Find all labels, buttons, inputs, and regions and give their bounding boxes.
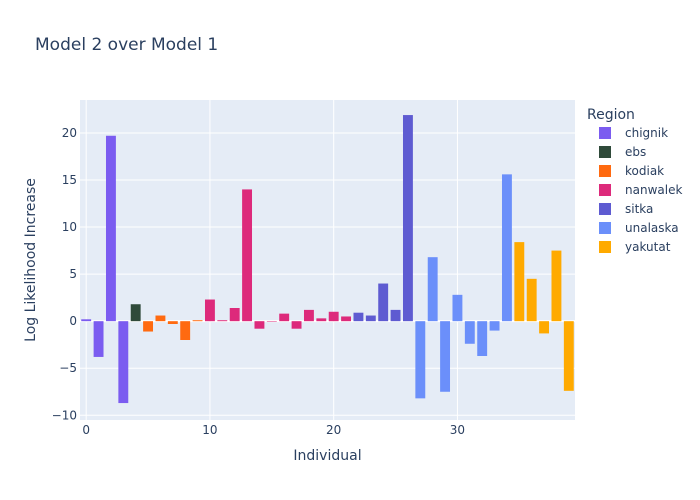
legend-label-yakutat: yakutat [625,240,671,254]
bar-sitka [390,309,401,322]
y-tick-label: −5 [59,361,77,375]
legend-swatch-nanwalek [599,184,611,196]
bar-sitka [353,312,364,322]
y-tick-labels: −10 −5 0 5 10 15 20 [52,126,77,422]
bars [81,115,574,404]
legend-label-unalaska: unalaska [625,221,679,235]
bar-unalaska [501,174,512,322]
legend-label-kodiak: kodiak [625,164,664,178]
bar-kodiak [192,320,203,322]
bar-sitka [365,315,376,322]
legend: Region chignik ebs kodiak nanwalek sitka unal… [587,107,682,254]
bar-yakutat [563,321,574,391]
legend-label-chignik: chignik [625,126,668,140]
bar-kodiak [180,321,191,340]
x-tick-label: 0 [82,423,90,437]
bar-unalaska [489,321,500,331]
legend-label-nanwalek: nanwalek [625,183,682,197]
bar-kodiak [155,315,166,322]
y-tick-label: 15 [62,173,77,187]
legend-swatch-ebs [599,146,611,158]
bar-kodiak [143,321,154,332]
y-axis-title: Log Likelihood Increase [23,178,39,342]
x-tick-labels: 0 10 20 30 [82,423,465,437]
bar-unalaska [452,294,463,322]
legend-swatch-chignik [599,127,611,139]
bar-yakutat [539,321,550,334]
bar-ebs [130,304,141,322]
y-tick-label: 5 [69,267,77,281]
x-tick-label: 20 [326,423,341,437]
bar-yakutat [514,242,525,322]
bar-sitka [378,283,389,322]
bar-yakutat [551,250,562,322]
bar-chignik [118,321,129,404]
legend-items: chignik ebs kodiak nanwalek sitka unalaska yak… [599,126,682,254]
legend-label-ebs: ebs [625,145,646,159]
chart-title: Model 2 over Model 1 [35,35,218,55]
bar-unalaska [427,257,438,322]
bar-chignik [81,319,92,322]
bar-nanwalek [204,299,215,322]
bar-nanwalek [303,309,314,322]
x-tick-label: 10 [202,423,217,437]
y-tick-label: 0 [69,314,77,328]
bar-chignik [93,321,104,357]
bar-unalaska [440,321,451,392]
x-axis-title: Individual [293,448,361,464]
bar-nanwalek [229,308,240,322]
bar-kodiak [167,321,178,324]
bar-nanwalek [316,318,327,322]
x-tick-label: 30 [450,423,465,437]
legend-swatch-yakutat [599,241,611,253]
bar-nanwalek [291,321,302,329]
legend-swatch-unalaska [599,222,611,234]
legend-title: Region [587,107,635,123]
y-tick-label: 20 [62,126,77,140]
bar-nanwalek [341,316,352,322]
bar-nanwalek [217,320,228,322]
bar-chignik [105,135,116,322]
bar-yakutat [526,278,537,322]
bar-nanwalek [279,313,290,322]
bar-nanwalek [266,321,277,322]
bar-nanwalek [242,189,253,322]
bar-sitka [402,115,413,322]
y-tick-label: −10 [52,408,77,422]
legend-label-sitka: sitka [625,202,653,216]
bar-nanwalek [254,321,265,329]
bar-unalaska [464,321,475,344]
bar-unalaska [477,321,488,356]
bar-unalaska [415,321,426,399]
plot-area [80,100,575,420]
bar-nanwalek [328,311,339,322]
legend-swatch-sitka [599,203,611,215]
legend-swatch-kodiak [599,165,611,177]
y-tick-label: 10 [62,220,77,234]
